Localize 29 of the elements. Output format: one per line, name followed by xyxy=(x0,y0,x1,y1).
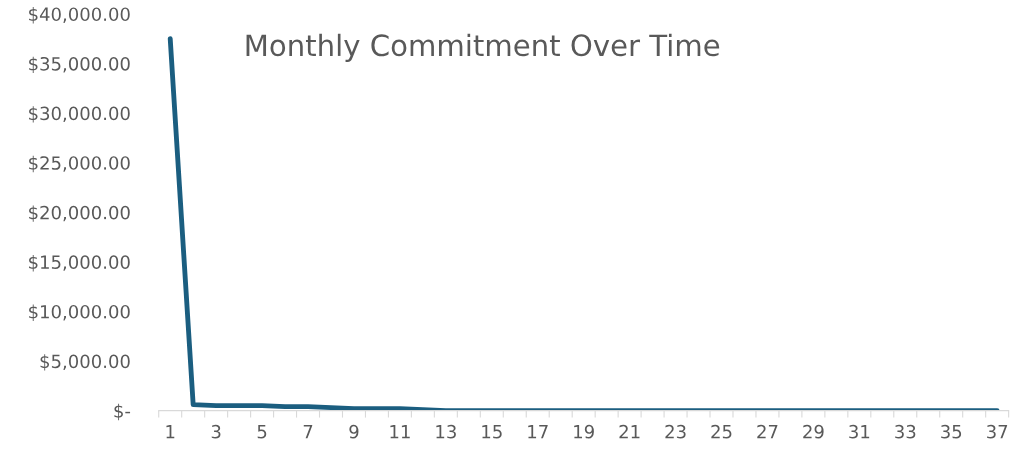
x-tick-label: 35 xyxy=(941,424,962,439)
y-tick-label: $5,000.00 xyxy=(40,354,130,371)
y-tick-label: $15,000.00 xyxy=(29,255,130,272)
x-tick-label: 9 xyxy=(349,424,359,439)
y-tick-label: $20,000.00 xyxy=(29,205,130,222)
x-tick-label: 21 xyxy=(619,424,640,439)
y-tick-label: $40,000.00 xyxy=(29,7,130,24)
x-tick-label: 25 xyxy=(711,424,732,439)
x-tick-label: 13 xyxy=(436,424,456,439)
x-tick-label: 3 xyxy=(211,424,221,439)
y-tick-label: $10,000.00 xyxy=(29,304,130,321)
y-tick-label: $30,000.00 xyxy=(29,106,130,123)
x-tick-label: 27 xyxy=(757,424,778,439)
text: Monthly Commitment Over Time xyxy=(246,33,720,62)
x-tick-label: 7 xyxy=(303,425,313,439)
x-tick-label: 11 xyxy=(390,425,410,439)
x-tick-label: 29 xyxy=(803,424,824,439)
x-tick-label: 33 xyxy=(895,424,916,439)
x-tick-label: 17 xyxy=(528,425,548,439)
x-tick-label: 1 xyxy=(166,425,175,439)
y-tick-label: $35,000.00 xyxy=(29,56,130,74)
x-tick-label: 19 xyxy=(574,424,594,439)
x-tick-label: 37 xyxy=(987,424,1008,439)
y-tick-label: $25,000.00 xyxy=(29,155,130,173)
x-tick-label: 5 xyxy=(257,425,267,439)
x-tick-label: 23 xyxy=(665,424,686,439)
y-tick-label: $- xyxy=(114,403,131,421)
x-tick-label: 31 xyxy=(849,424,870,439)
x-tick-label: 15 xyxy=(482,425,502,439)
